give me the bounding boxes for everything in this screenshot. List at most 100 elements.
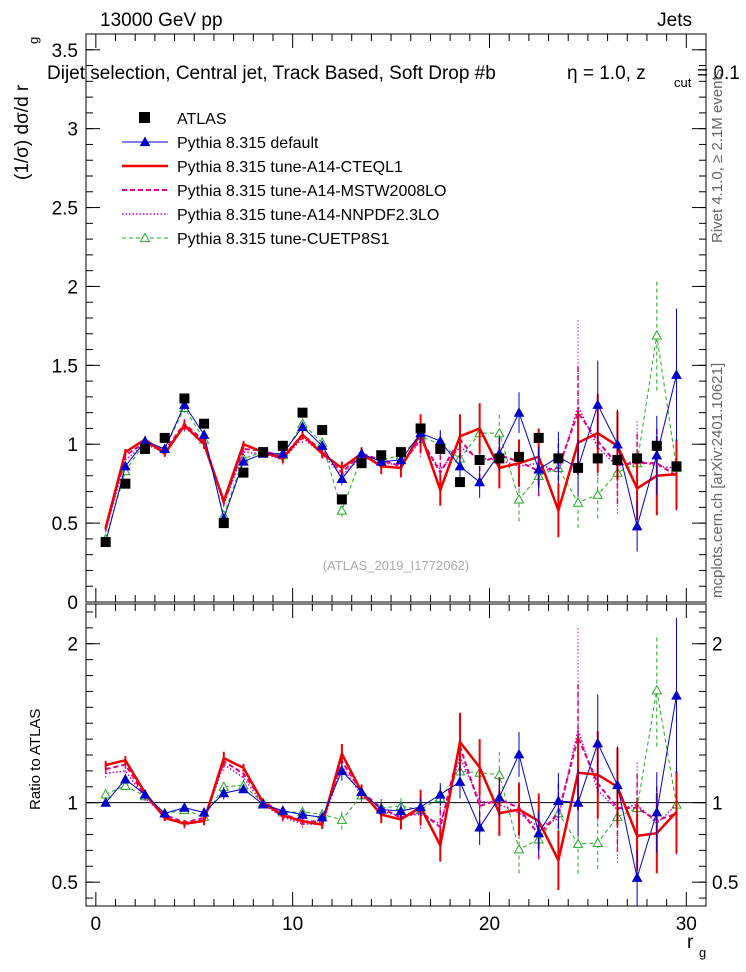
legend-marker-pythia-8-315-tune-cuetp8s1 [139,232,151,243]
ratio-point-pythia-8-315-default [375,803,387,814]
ratio-ytick-label: 0.5 [52,873,78,894]
point-pythia-8-315-default [277,448,289,458]
atlas-data-point [592,453,603,464]
ratio-y-axis-label: Ratio to ATLAS [27,709,44,810]
atlas-data-point [317,425,328,436]
ratio-point-pythia-8-315-default [356,786,367,796]
legend-marker-atlas [139,112,150,123]
y-axis-label: (1/σ) dσ/d r [12,84,33,180]
point-pythia-8-315-default [336,473,348,484]
series-line-pythia-8-315-tune-a14-nnpdf2-3lo [104,404,677,532]
ratio-point-pythia-8-315-default [297,809,308,819]
legend-label: ATLAS [177,111,227,128]
plot-title: Dijet selection, Central jet, Track Base… [47,63,496,84]
ratio-point-pythia-8-315-default [198,807,210,817]
atlas-data-point [395,447,406,458]
atlas-data-point [494,453,505,464]
ratio-ytick-label-right: 2 [712,635,723,656]
point-pythia-8-315-default [592,399,604,409]
point-pythia-8-315-default [474,476,486,487]
analysis-id: (ATLAS_2019_I1772062) [323,558,469,573]
ratio-ytick-label: 1 [67,794,78,815]
ratio-point-pythia-8-315-default [336,765,348,775]
x-axis-label: r [687,932,694,953]
top-ytick-label: 3 [67,120,78,141]
top-ytick-label: 0 [67,593,78,614]
mcplots-label: mcplots.cern.ch [arXiv:2401.10621] [709,363,726,598]
point-pythia-8-315-default [198,429,210,439]
ratio-line-pythia-8-315-tune-a14-mstw2008lo [105,734,677,837]
legend-marker-pythia-8-315-default [139,136,151,147]
atlas-data-point [435,443,446,454]
ratio-point-pythia-8-315-default [631,872,643,882]
ratio-point-pythia-8-315-default [493,791,505,802]
ratio-point-pythia-8-315-default [100,797,112,807]
legend-label: Pythia 8.315 default [177,135,319,152]
plot-title-eta: η = 1.0, z [567,63,646,84]
ratio-point-pythia-8-315-default [434,788,446,799]
atlas-data-point [533,432,544,443]
ratio-point-pythia-8-315-tune-cuetp8s1 [513,843,525,854]
atlas-data-point [553,453,564,464]
point-pythia-8-315-default [159,443,171,454]
point-pythia-8-315-default [238,456,249,466]
legend-label: Pythia 8.315 tune-CUETP8S1 [177,231,390,248]
ratio-point-pythia-8-315-default [395,805,407,816]
point-pythia-8-315-default [434,435,446,446]
point-pythia-8-315-tune-cuetp8s1 [336,504,348,515]
x-axis-label-sub: g [699,945,706,960]
ratio-point-pythia-8-315-default [415,801,426,812]
ratio-ytick-label-right: 0.5 [712,873,738,894]
legend-label: Pythia 8.315 tune-A14-NNPDF2.3LO [177,207,439,224]
atlas-data-point [612,455,623,465]
point-pythia-8-315-default [356,448,367,458]
atlas-data-point [100,537,111,548]
legend-label: Pythia 8.315 tune-A14-MSTW2008LO [177,183,446,200]
top-ytick-label: 2 [67,277,78,298]
top-ytick-label: 0.5 [52,514,78,535]
point-pythia-8-315-default [671,369,682,379]
point-pythia-8-315-tune-cuetp8s1 [513,493,525,504]
point-pythia-8-315-tune-cuetp8s1 [120,465,131,476]
point-pythia-8-315-default [375,456,387,466]
atlas-data-point [474,455,485,465]
ratio-point-pythia-8-315-tune-cuetp8s1 [100,788,112,799]
atlas-data-point [356,458,367,469]
top-ytick-label: 2.5 [52,199,78,220]
atlas-data-point [140,443,151,454]
point-pythia-8-315-default [651,449,663,460]
ratio-panel-frame [85,603,707,907]
top-ytick-label: 3.5 [52,41,78,62]
ratio-point-pythia-8-315-tune-cuetp8s1 [651,684,663,695]
ratio-point-pythia-8-315-default [671,689,682,700]
atlas-data-point [514,451,525,462]
legend: ATLAS Pythia 8.315 default Pythia 8.315 tu… [122,111,446,248]
atlas-data-point [632,453,643,464]
axes-layer: 00.511.522.533.50.5 0.51 12 20 10 20 30 [52,34,738,935]
atlas-data-point [238,467,249,478]
ratio-point-pythia-8-315-default [454,776,466,786]
top-ytick-label: 1 [67,435,78,456]
ratio-point-pythia-8-315-default [533,827,545,838]
ratio-point-pythia-8-315-default [179,802,190,812]
series-line-pythia-8-315-tune-a14-cteql1 [104,423,677,529]
atlas-data-point [454,477,465,488]
ratio-point-pythia-8-315-default [572,797,584,807]
top-series-group [100,280,682,552]
top-ytick-label: 1.5 [52,356,78,377]
ratio-point-pythia-8-315-tune-cuetp8s1 [592,837,604,847]
legend-label: Pythia 8.315 tune-A14-CTEQL1 [177,159,403,176]
ratio-point-pythia-8-315-default [592,737,604,748]
point-pythia-8-315-default [120,460,131,471]
ratio-point-pythia-8-315-default [651,806,663,817]
y-axis-label-sub: g [26,37,41,44]
atlas-data-point [336,494,347,505]
point-pythia-8-315-default [179,399,190,409]
ratio-point-pythia-8-315-default [257,798,269,809]
atlas-data-point [199,418,210,429]
ratio-point-pythia-8-315-default [553,795,564,806]
atlas-data-point [159,432,170,443]
ratio-line-pythia-8-315-tune-a14-cteql1 [105,739,678,865]
atlas-data-point [376,450,387,461]
